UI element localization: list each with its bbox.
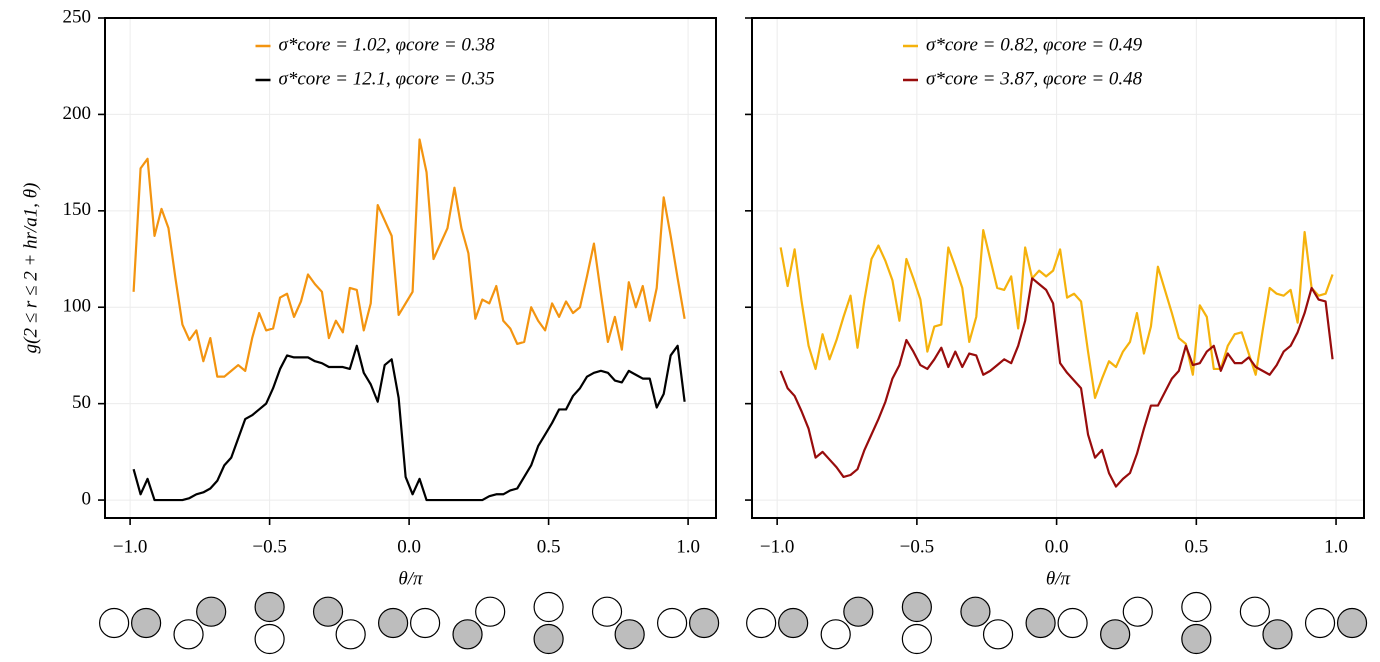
particle-gray: [1025, 607, 1056, 639]
particle-white: [1239, 596, 1270, 627]
x-tick-label: −1.0: [113, 536, 147, 557]
x-axis-label: θ/π: [398, 568, 423, 589]
axes-frame: [104, 17, 717, 519]
particle-white: [1057, 607, 1088, 639]
particle-gray: [1262, 619, 1293, 650]
particle-white: [254, 623, 285, 655]
y-tick-label: 50: [72, 392, 91, 413]
x-tick-label: 0.5: [537, 536, 561, 557]
particle-gray: [901, 591, 932, 623]
x-tick-label: −0.5: [900, 536, 934, 557]
particle-gray: [1336, 607, 1368, 639]
x-tick-label: 0.5: [1184, 536, 1208, 557]
particle-gray: [131, 607, 162, 639]
particle-white: [820, 619, 851, 650]
particle-gray: [614, 619, 645, 650]
x-tick-label: −1.0: [760, 536, 794, 557]
particle-white: [173, 619, 204, 650]
particle-white: [591, 596, 623, 627]
particle-gray: [778, 607, 809, 639]
particle-gray: [254, 591, 285, 623]
legend-label: σ*core = 12.1, φcore = 0.35: [279, 68, 495, 89]
x-tick-label: 0.0: [397, 536, 421, 557]
y-tick-label: 100: [63, 296, 92, 317]
particle-white: [1304, 607, 1336, 639]
particle-gray: [196, 596, 227, 627]
axes-frame: [751, 17, 1365, 519]
series-line: [132, 344, 686, 502]
y-axis-label: g(2 ≤ r ≤ 2 + hr/a1, θ): [20, 183, 41, 354]
particle-white: [1122, 596, 1153, 627]
x-tick-label: −0.5: [252, 536, 286, 557]
particle-gray: [312, 596, 344, 627]
particle-gray: [960, 596, 991, 627]
particle-white: [533, 591, 564, 623]
y-tick-label: 0: [82, 488, 92, 509]
particle-white: [475, 596, 506, 627]
particle-white: [901, 623, 932, 655]
x-axis-label: θ/π: [1046, 568, 1071, 589]
y-tick-label: 250: [63, 6, 92, 27]
y-tick-label: 200: [63, 103, 92, 124]
legend-label: σ*core = 3.87, φcore = 0.48: [926, 68, 1143, 89]
particle-white: [410, 607, 441, 639]
particle-white: [335, 619, 366, 650]
particle-gray: [533, 623, 564, 655]
legend-label: σ*core = 0.82, φcore = 0.49: [926, 34, 1143, 55]
y-tick-label: 150: [63, 199, 92, 220]
series-line: [779, 277, 1334, 488]
particle-white: [746, 607, 777, 639]
x-tick-label: 1.0: [1324, 536, 1348, 557]
series-line: [779, 229, 1334, 399]
particle-gray: [452, 619, 483, 650]
legend-label: σ*core = 1.02, φcore = 0.38: [279, 34, 496, 55]
particle-white: [1181, 591, 1212, 623]
particle-gray: [378, 607, 409, 639]
particle-gray: [843, 596, 874, 627]
particle-gray: [1181, 623, 1212, 655]
particle-white: [982, 619, 1014, 650]
series-line: [132, 138, 686, 378]
particle-white: [99, 607, 130, 639]
x-tick-label: 1.0: [676, 536, 700, 557]
particle-gray: [689, 607, 720, 639]
particle-gray: [1100, 619, 1131, 650]
particle-white: [657, 607, 688, 639]
x-tick-label: 0.0: [1045, 536, 1069, 557]
